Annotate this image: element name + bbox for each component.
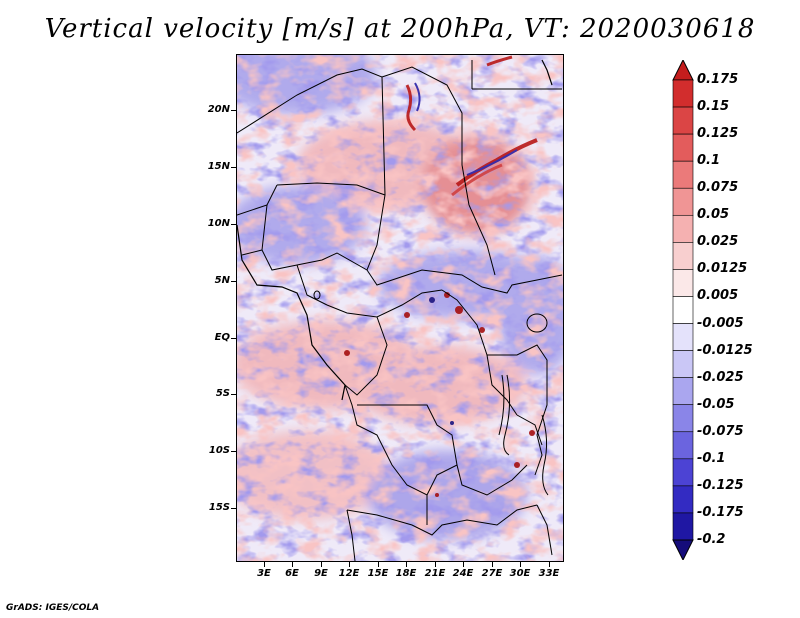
- colorbar-bin: [672, 79, 694, 108]
- colorbar-label: 0.0125: [697, 261, 748, 277]
- lat-label: 5N: [214, 275, 230, 286]
- lat-label: 10S: [208, 445, 230, 456]
- colorbar-bin: [672, 539, 694, 560]
- colorbar-bin: [672, 214, 694, 243]
- lon-label: 3E: [257, 568, 271, 579]
- colorbar-bin: [672, 377, 694, 406]
- chart-title: Vertical velocity [m/s] at 200hPa, VT: 2…: [44, 14, 756, 44]
- colorbar-label: -0.1: [697, 450, 726, 466]
- colorbar: [672, 60, 694, 560]
- lon-label: 12E: [338, 568, 360, 579]
- lon-label: 18E: [395, 568, 417, 579]
- colorbar-label: 0.125: [697, 126, 739, 142]
- colorbar-bin: [672, 160, 694, 189]
- colorbar-label: -0.125: [697, 477, 744, 493]
- colorbar-bin: [672, 242, 694, 270]
- lon-label: 15E: [367, 568, 389, 579]
- colorbar-label: 0.175: [697, 72, 739, 87]
- lon-label: 6E: [285, 568, 299, 579]
- colorbar-label: 0.05: [697, 207, 730, 223]
- colorbar-label: -0.175: [697, 504, 744, 520]
- colorbar-label: 0.1: [697, 153, 721, 169]
- colorbar-bin: [672, 512, 694, 541]
- lat-label: EQ: [214, 332, 230, 343]
- colorbar-label: -0.2: [697, 532, 726, 547]
- lon-label: 30E: [509, 568, 531, 579]
- colorbar-bin: [672, 485, 694, 514]
- country-borders: [237, 60, 563, 561]
- colorbar-label: -0.075: [697, 423, 744, 439]
- lat-label: 5S: [215, 388, 230, 399]
- colorbar-bin: [672, 133, 694, 162]
- lon-label: 21E: [424, 568, 446, 579]
- colorbar-bin: [672, 60, 694, 81]
- velocity-field: [237, 55, 563, 561]
- colorbar-bin: [672, 350, 694, 378]
- lon-label: 24E: [452, 568, 474, 579]
- map-panel: [236, 54, 564, 562]
- colorbar-bin: [672, 106, 694, 135]
- footer-credit: GrADS: IGES/COLA: [6, 603, 100, 613]
- colorbar-bin: [672, 404, 694, 433]
- lon-label: 33E: [538, 568, 560, 579]
- colorbar-label: -0.025: [697, 369, 744, 385]
- colorbar-bin: [672, 296, 694, 324]
- lon-label: 27E: [481, 568, 503, 579]
- colorbar-label: -0.0125: [697, 342, 753, 358]
- lat-label: 15N: [207, 161, 230, 172]
- colorbar-label: 0.005: [697, 288, 739, 304]
- colorbar-label: -0.005: [697, 315, 744, 331]
- colorbar-label: 0.15: [697, 99, 730, 115]
- colorbar-label: -0.05: [697, 396, 735, 412]
- lat-label: 10N: [207, 218, 230, 229]
- lon-label: 9E: [314, 568, 328, 579]
- lakes: [313, 290, 549, 496]
- colorbar-label: 0.025: [697, 234, 739, 250]
- colorbar-label: 0.075: [697, 180, 739, 196]
- lat-label: 20N: [207, 104, 230, 115]
- coastline: [237, 59, 553, 401]
- colorbar-bin: [672, 431, 694, 460]
- colorbar-bin: [672, 458, 694, 487]
- lat-label: 15S: [208, 502, 230, 513]
- colorbar-bin: [672, 187, 694, 216]
- colorbar-bin: [672, 323, 694, 351]
- colorbar-bin: [672, 269, 694, 297]
